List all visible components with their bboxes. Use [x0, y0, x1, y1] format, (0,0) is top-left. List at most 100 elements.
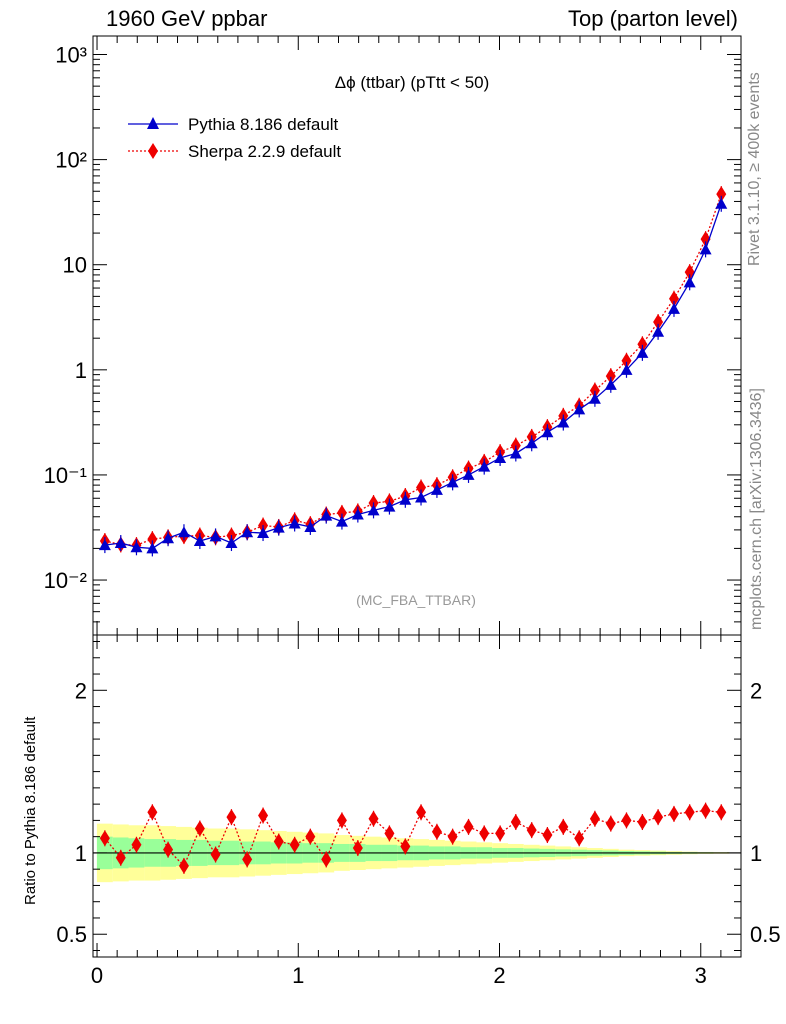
pythia-point	[525, 437, 538, 449]
x-tick-label: 2	[493, 963, 505, 988]
x-tick-label: 3	[695, 963, 707, 988]
ratio-y-tick-label: 1	[75, 841, 87, 866]
ratio-sherpa-point	[637, 814, 648, 831]
x-tick-label: 1	[292, 963, 304, 988]
main-plot: 10⁻² 10⁻¹ 1 10 10² 10³ Δϕ (ttbar) (pTtt < 50) (…	[44, 35, 742, 636]
pythia-point	[351, 508, 364, 520]
x-tick-label: 0	[91, 963, 103, 988]
pythia-point	[367, 504, 380, 516]
ratio-sherpa-point	[668, 805, 679, 822]
pythia-point	[193, 535, 206, 547]
pythia-point	[636, 346, 649, 358]
legend: Pythia 8.186 default Sherpa 2.2.9 default	[128, 115, 341, 161]
ratio-sherpa-point	[178, 857, 189, 874]
ratio-sherpa-point	[336, 812, 347, 829]
pythia-point	[683, 276, 696, 288]
pythia-point	[304, 520, 317, 532]
sherpa-point	[637, 336, 648, 353]
pythia-point	[383, 500, 396, 512]
legend-sherpa-marker	[148, 143, 158, 159]
pythia-point	[177, 526, 190, 538]
ratio-sherpa-line	[104, 809, 722, 868]
ratio-sherpa-point	[147, 804, 158, 821]
sherpa-point	[621, 352, 632, 369]
header-left: 1960 GeV ppbar	[106, 6, 268, 31]
pythia-point	[446, 476, 459, 488]
sherpa-line	[104, 193, 722, 546]
pythia-point	[399, 493, 412, 505]
ratio-y-tick-label-right: 0.5	[750, 922, 781, 947]
pythia-point	[573, 403, 586, 415]
y-tick-label: 10	[63, 253, 87, 278]
pythia-point	[588, 392, 601, 404]
pythia-point	[114, 537, 127, 549]
ratio-sherpa-point	[163, 841, 174, 858]
ratio-sherpa-point	[368, 810, 379, 827]
ratio-sherpa-point	[400, 838, 411, 855]
pythia-point	[98, 539, 111, 551]
ratio-plot: 0 1 2 3 0.5 0.5 1 1 2 2	[56, 634, 781, 988]
pythia-point	[620, 363, 633, 375]
analysis-watermark: (MC_FBA_TTBAR)	[356, 592, 476, 608]
pythia-point	[415, 491, 428, 503]
sherpa-point	[605, 368, 616, 385]
pythia-point	[130, 541, 143, 553]
sherpa-point	[716, 186, 727, 203]
ratio-y-tick-label-right: 1	[750, 841, 762, 866]
ratio-sherpa-point	[416, 804, 427, 821]
y-tick-label: 10⁻¹	[44, 463, 87, 488]
ratio-sherpa-point	[321, 851, 332, 868]
pythia-point	[288, 517, 301, 529]
sherpa-point	[416, 479, 427, 496]
y-tick-label: 1	[75, 358, 87, 383]
pythia-point	[604, 378, 617, 390]
ratio-sherpa-point	[289, 836, 300, 853]
legend-pythia-marker	[147, 117, 159, 129]
ratio-sherpa-point	[99, 830, 110, 847]
sherpa-point	[653, 314, 664, 331]
ratio-y-tick-label-right: 2	[750, 678, 762, 703]
pythia-point	[257, 527, 270, 539]
pythia-point	[557, 416, 570, 428]
ratio-sherpa-point	[258, 807, 269, 824]
pythia-point	[430, 483, 443, 495]
pythia-point	[335, 515, 348, 527]
pythia-point	[509, 447, 522, 459]
y-tick-label: 10⁻²	[44, 568, 87, 593]
ratio-y-tick-label: 2	[75, 678, 87, 703]
pythia-point	[272, 521, 285, 533]
ratio-sherpa-point	[621, 812, 632, 829]
ratio-sherpa-point	[589, 810, 600, 827]
ratio-plot-frame	[92, 634, 742, 958]
pythia-point	[715, 197, 728, 209]
ratio-sherpa-point	[226, 809, 237, 826]
pythia-point	[652, 325, 665, 337]
pythia-point	[462, 468, 475, 480]
ratio-sherpa-point	[542, 827, 553, 844]
ratio-sherpa-point	[700, 802, 711, 819]
sherpa-point	[147, 531, 158, 548]
pythia-point	[478, 460, 491, 472]
ratio-sherpa-point	[716, 804, 727, 821]
ratio-sherpa-point	[305, 828, 316, 845]
pythia-point	[699, 243, 712, 255]
pythia-point	[494, 451, 507, 463]
ratio-sherpa-point	[352, 840, 363, 857]
y-tick-label: 10³	[55, 43, 87, 68]
ratio-sherpa-point	[210, 846, 221, 863]
plot-title: Δϕ (ttbar) (pTtt < 50)	[335, 73, 490, 92]
pythia-point	[320, 509, 333, 521]
ratio-sherpa-point	[526, 822, 537, 839]
ratio-sherpa-point	[447, 828, 458, 845]
ratio-sherpa-point	[431, 823, 442, 840]
header-right: Top (parton level)	[568, 6, 738, 31]
pythia-point	[162, 532, 175, 544]
pythia-point	[225, 537, 238, 549]
ratio-sherpa-point	[605, 815, 616, 832]
pythia-point	[667, 302, 680, 314]
ratio-sherpa-point	[273, 833, 284, 850]
ratio-sherpa-point	[131, 836, 142, 853]
sherpa-point	[336, 504, 347, 521]
y-tick-label: 10²	[55, 148, 87, 173]
